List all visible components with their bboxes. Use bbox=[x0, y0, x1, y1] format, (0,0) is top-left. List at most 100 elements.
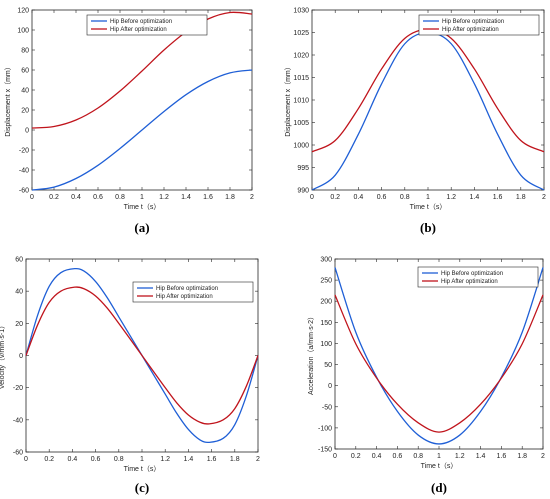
y-tick-label: 995 bbox=[297, 165, 309, 172]
x-tick-label: 0 bbox=[30, 194, 34, 201]
legend-entry: Hip After optimization bbox=[156, 294, 213, 300]
y-tick-label: 40 bbox=[21, 88, 29, 95]
y-tick-label: 1015 bbox=[293, 75, 309, 82]
x-axis-label: Time t（s） bbox=[421, 462, 458, 470]
series-line-after bbox=[25, 286, 259, 425]
y-tick-label: 1030 bbox=[293, 8, 309, 15]
legend-entry: Hip Before optimization bbox=[441, 271, 503, 277]
y-tick-label: -20 bbox=[13, 385, 23, 392]
x-tick-label: 1.6 bbox=[493, 194, 503, 201]
x-tick-label: 0.6 bbox=[393, 453, 403, 460]
x-tick-label: 1.6 bbox=[497, 453, 507, 460]
y-tick-label: 100 bbox=[320, 341, 332, 348]
y-tick-label: 150 bbox=[320, 320, 332, 327]
legend: Hip Before optimization Hip After optimiz… bbox=[132, 281, 254, 303]
x-tick-label: 0.8 bbox=[115, 194, 125, 201]
legend-entry: Hip After optimization bbox=[441, 279, 498, 285]
legend: Hip Before optimization Hip After optimiz… bbox=[417, 266, 539, 288]
series-line-before bbox=[31, 69, 253, 191]
legend-entry: Hip Before optimization bbox=[442, 19, 504, 25]
x-tick-label: 1.6 bbox=[207, 456, 217, 463]
y-tick-label: 1025 bbox=[293, 30, 309, 37]
y-tick-label: 60 bbox=[21, 68, 29, 75]
legend-entry: Hip After optimization bbox=[110, 27, 167, 33]
x-tick-label: 0.6 bbox=[91, 456, 101, 463]
legend: Hip Before optimization Hip After optimiz… bbox=[86, 14, 208, 36]
x-tick-label: 0.4 bbox=[68, 456, 78, 463]
legend-box bbox=[417, 266, 539, 288]
x-tick-label: 1.2 bbox=[446, 194, 456, 201]
x-tick-label: 0.2 bbox=[44, 456, 54, 463]
x-tick-label: 1.8 bbox=[230, 456, 240, 463]
chart-panel-4: 0 0.2 0.4 0.6 0.8 1 1.2 1.4 1.6 1.8 2 -150 -100 -50 0 5… bbox=[307, 257, 545, 496]
y-tick-label: -20 bbox=[19, 148, 29, 155]
legend-box bbox=[418, 14, 540, 36]
x-tick-label: 1 bbox=[426, 194, 430, 201]
x-tick-label: 1.8 bbox=[225, 194, 235, 201]
y-tick-label: 0 bbox=[25, 128, 29, 135]
x-tick-label: 1.6 bbox=[203, 194, 213, 201]
plot-frame bbox=[334, 258, 544, 450]
panel-caption: (d) bbox=[431, 480, 447, 495]
y-tick-label: -60 bbox=[13, 450, 23, 457]
x-tick-label: 0.4 bbox=[71, 194, 81, 201]
y-tick-label: 60 bbox=[15, 257, 23, 264]
x-axis-label: Time t（s） bbox=[410, 203, 447, 211]
panel-caption: (a) bbox=[134, 220, 149, 235]
y-tick-label: -100 bbox=[318, 425, 332, 432]
y-tick-label: 1010 bbox=[293, 98, 309, 105]
x-axis-label: Time t（s） bbox=[124, 203, 161, 211]
y-tick-label: 250 bbox=[320, 278, 332, 285]
plot-frame bbox=[31, 9, 253, 191]
y-tick-label: 20 bbox=[15, 321, 23, 328]
x-tick-label: 0.2 bbox=[351, 453, 361, 460]
y-tick-label: -40 bbox=[19, 168, 29, 175]
chart-panel-1: 0 0.2 0.4 0.6 0.8 1 1.2 1.4 1.6 1.8 2 -60 -40 -20 0 20 4… bbox=[4, 8, 254, 236]
x-tick-label: 1 bbox=[140, 456, 144, 463]
y-tick-label: 0 bbox=[19, 353, 23, 360]
x-tick-label: 0 bbox=[310, 194, 314, 201]
panel-caption: (c) bbox=[135, 480, 149, 495]
x-axis-label: Time t（s） bbox=[124, 465, 161, 473]
y-tick-label: 1000 bbox=[293, 143, 309, 150]
legend-entry: Hip Before optimization bbox=[110, 19, 172, 25]
x-tick-label: 0.8 bbox=[413, 453, 423, 460]
x-tick-label: 0 bbox=[333, 453, 337, 460]
x-tick-label: 1.4 bbox=[181, 194, 191, 201]
x-tick-label: 0.8 bbox=[400, 194, 410, 201]
y-tick-label: 0 bbox=[328, 383, 332, 390]
y-tick-label: 300 bbox=[320, 257, 332, 264]
series-line-after bbox=[334, 294, 544, 433]
y-tick-label: 120 bbox=[17, 8, 29, 15]
x-tick-label: 0.8 bbox=[114, 456, 124, 463]
legend-entry: Hip After optimization bbox=[442, 27, 499, 33]
y-axis-label: Acceleration（a/mm·s-2） bbox=[307, 313, 315, 395]
x-tick-label: 0.6 bbox=[93, 194, 103, 201]
x-tick-label: 1.4 bbox=[476, 453, 486, 460]
x-tick-label: 1.8 bbox=[517, 453, 527, 460]
x-tick-label: 1 bbox=[140, 194, 144, 201]
y-axis-label: Displacement x（mm） bbox=[4, 63, 12, 137]
y-tick-label: 50 bbox=[324, 362, 332, 369]
y-tick-label: -150 bbox=[318, 447, 332, 454]
y-tick-label: 100 bbox=[17, 28, 29, 35]
y-axis-label: Velocity（v/mm·s-1） bbox=[0, 322, 6, 389]
x-tick-label: 2 bbox=[256, 456, 260, 463]
legend-box bbox=[86, 14, 208, 36]
series-line-after bbox=[31, 11, 253, 129]
x-tick-label: 0.2 bbox=[49, 194, 59, 201]
x-tick-label: 1.4 bbox=[470, 194, 480, 201]
x-tick-label: 2 bbox=[541, 453, 545, 460]
y-tick-label: -40 bbox=[13, 417, 23, 424]
y-tick-label: 80 bbox=[21, 48, 29, 55]
y-tick-label: -60 bbox=[19, 188, 29, 195]
chart-panel-3: 0 0.2 0.4 0.6 0.8 1 1.2 1.4 1.6 1.8 2 -60 -40 -20 0 20 4… bbox=[0, 257, 260, 496]
y-tick-label: 200 bbox=[320, 299, 332, 306]
chart-panel-2: 0 0.2 0.4 0.6 0.8 1 1.2 1.4 1.6 1.8 2 990 995 1000 100… bbox=[284, 8, 546, 236]
y-tick-label: -50 bbox=[322, 404, 332, 411]
series-line-before bbox=[334, 267, 544, 445]
y-tick-label: 990 bbox=[297, 188, 309, 195]
x-tick-label: 1.8 bbox=[516, 194, 526, 201]
x-tick-label: 1.4 bbox=[184, 456, 194, 463]
